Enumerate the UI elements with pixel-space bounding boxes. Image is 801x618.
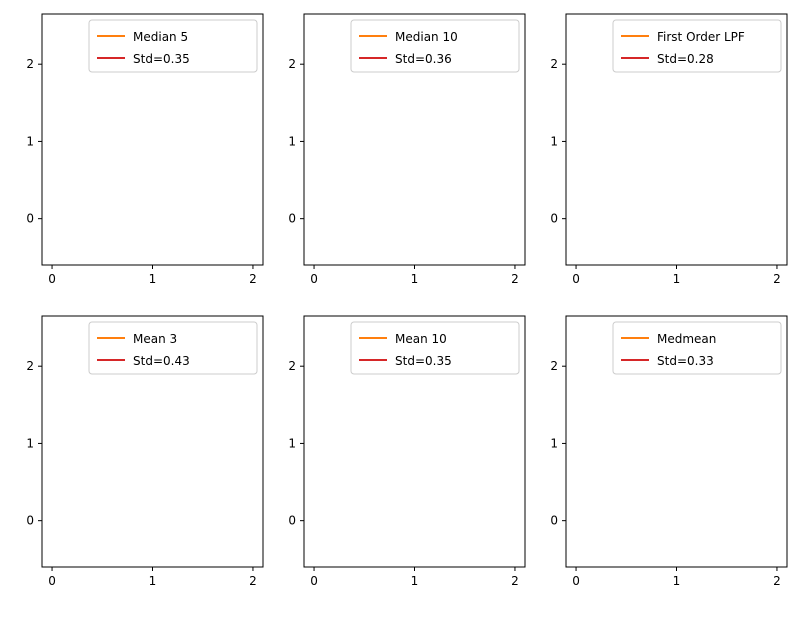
legend-label-filtered: Mean 10 (395, 332, 447, 346)
y-tick-label: 2 (288, 359, 296, 373)
subplot-1: 0 1 2 0 1 2 Median 5 Std=0.35 (26, 13, 264, 286)
x-tick-label: 1 (411, 272, 419, 286)
x-tick-label: 2 (773, 272, 781, 286)
legend-label-std: Std=0.33 (657, 354, 714, 368)
y-tick-label: 1 (550, 134, 558, 148)
subplot-2: 0 1 2 0 1 2 Median 10 Std=0.36 (288, 13, 526, 286)
legend: Median 5 Std=0.35 (88, 19, 258, 73)
x-tick-label: 2 (511, 272, 519, 286)
y-tick-label: 0 (288, 514, 296, 528)
x-tick-label: 0 (310, 574, 318, 588)
x-tick-label: 0 (48, 574, 56, 588)
legend: Median 10 Std=0.36 (350, 19, 520, 73)
y-tick-label: 1 (288, 436, 296, 450)
legend: Mean 10 Std=0.35 (350, 321, 520, 375)
y-tick-label: 2 (550, 359, 558, 373)
y-tick-label: 0 (26, 212, 34, 226)
y-tick-label: 0 (550, 212, 558, 226)
legend-box (350, 321, 520, 375)
legend-label-filtered: Medmean (657, 332, 716, 346)
subplot-3: 0 1 2 0 1 2 First Order LPF Std=0.28 (550, 13, 788, 286)
y-tick-label: 2 (26, 359, 34, 373)
y-tick-label: 1 (550, 436, 558, 450)
legend-box (350, 19, 520, 73)
legend-box (612, 19, 782, 73)
legend-label-std: Std=0.36 (395, 52, 452, 66)
legend-label-filtered: Median 10 (395, 30, 458, 44)
x-tick-label: 2 (249, 574, 257, 588)
x-tick-label: 1 (673, 272, 681, 286)
legend-box (88, 19, 258, 73)
y-tick-label: 1 (26, 134, 34, 148)
x-tick-label: 1 (673, 574, 681, 588)
x-tick-label: 0 (310, 272, 318, 286)
y-tick-label: 1 (26, 436, 34, 450)
legend: Mean 3 Std=0.43 (88, 321, 258, 375)
legend-label-filtered: First Order LPF (657, 30, 745, 44)
subplot-4: 0 1 2 0 1 2 Mean 3 Std=0.43 (26, 315, 264, 588)
x-tick-label: 1 (149, 272, 157, 286)
y-tick-label: 0 (550, 514, 558, 528)
legend-label-std: Std=0.35 (133, 52, 190, 66)
x-tick-label: 2 (773, 574, 781, 588)
subplot-6: 0 1 2 0 1 2 Medmean Std=0.33 (550, 315, 788, 588)
legend-label-std: Std=0.43 (133, 354, 190, 368)
x-tick-label: 0 (572, 574, 580, 588)
legend-label-std: Std=0.35 (395, 354, 452, 368)
x-tick-label: 2 (511, 574, 519, 588)
x-tick-label: 0 (48, 272, 56, 286)
x-tick-label: 1 (411, 574, 419, 588)
legend: Medmean Std=0.33 (612, 321, 782, 375)
y-tick-label: 0 (288, 212, 296, 226)
x-tick-label: 2 (249, 272, 257, 286)
legend-label-filtered: Mean 3 (133, 332, 177, 346)
y-tick-label: 2 (550, 57, 558, 71)
x-tick-label: 0 (572, 272, 580, 286)
y-tick-label: 0 (26, 514, 34, 528)
legend-box (612, 321, 782, 375)
legend-box (88, 321, 258, 375)
y-tick-label: 2 (288, 57, 296, 71)
legend: First Order LPF Std=0.28 (612, 19, 782, 73)
y-tick-label: 1 (288, 134, 296, 148)
legend-label-std: Std=0.28 (657, 52, 714, 66)
subplot-5: 0 1 2 0 1 2 Mean 10 Std=0.35 (288, 315, 526, 588)
y-tick-label: 2 (26, 57, 34, 71)
x-tick-label: 1 (149, 574, 157, 588)
legend-label-filtered: Median 5 (133, 30, 188, 44)
